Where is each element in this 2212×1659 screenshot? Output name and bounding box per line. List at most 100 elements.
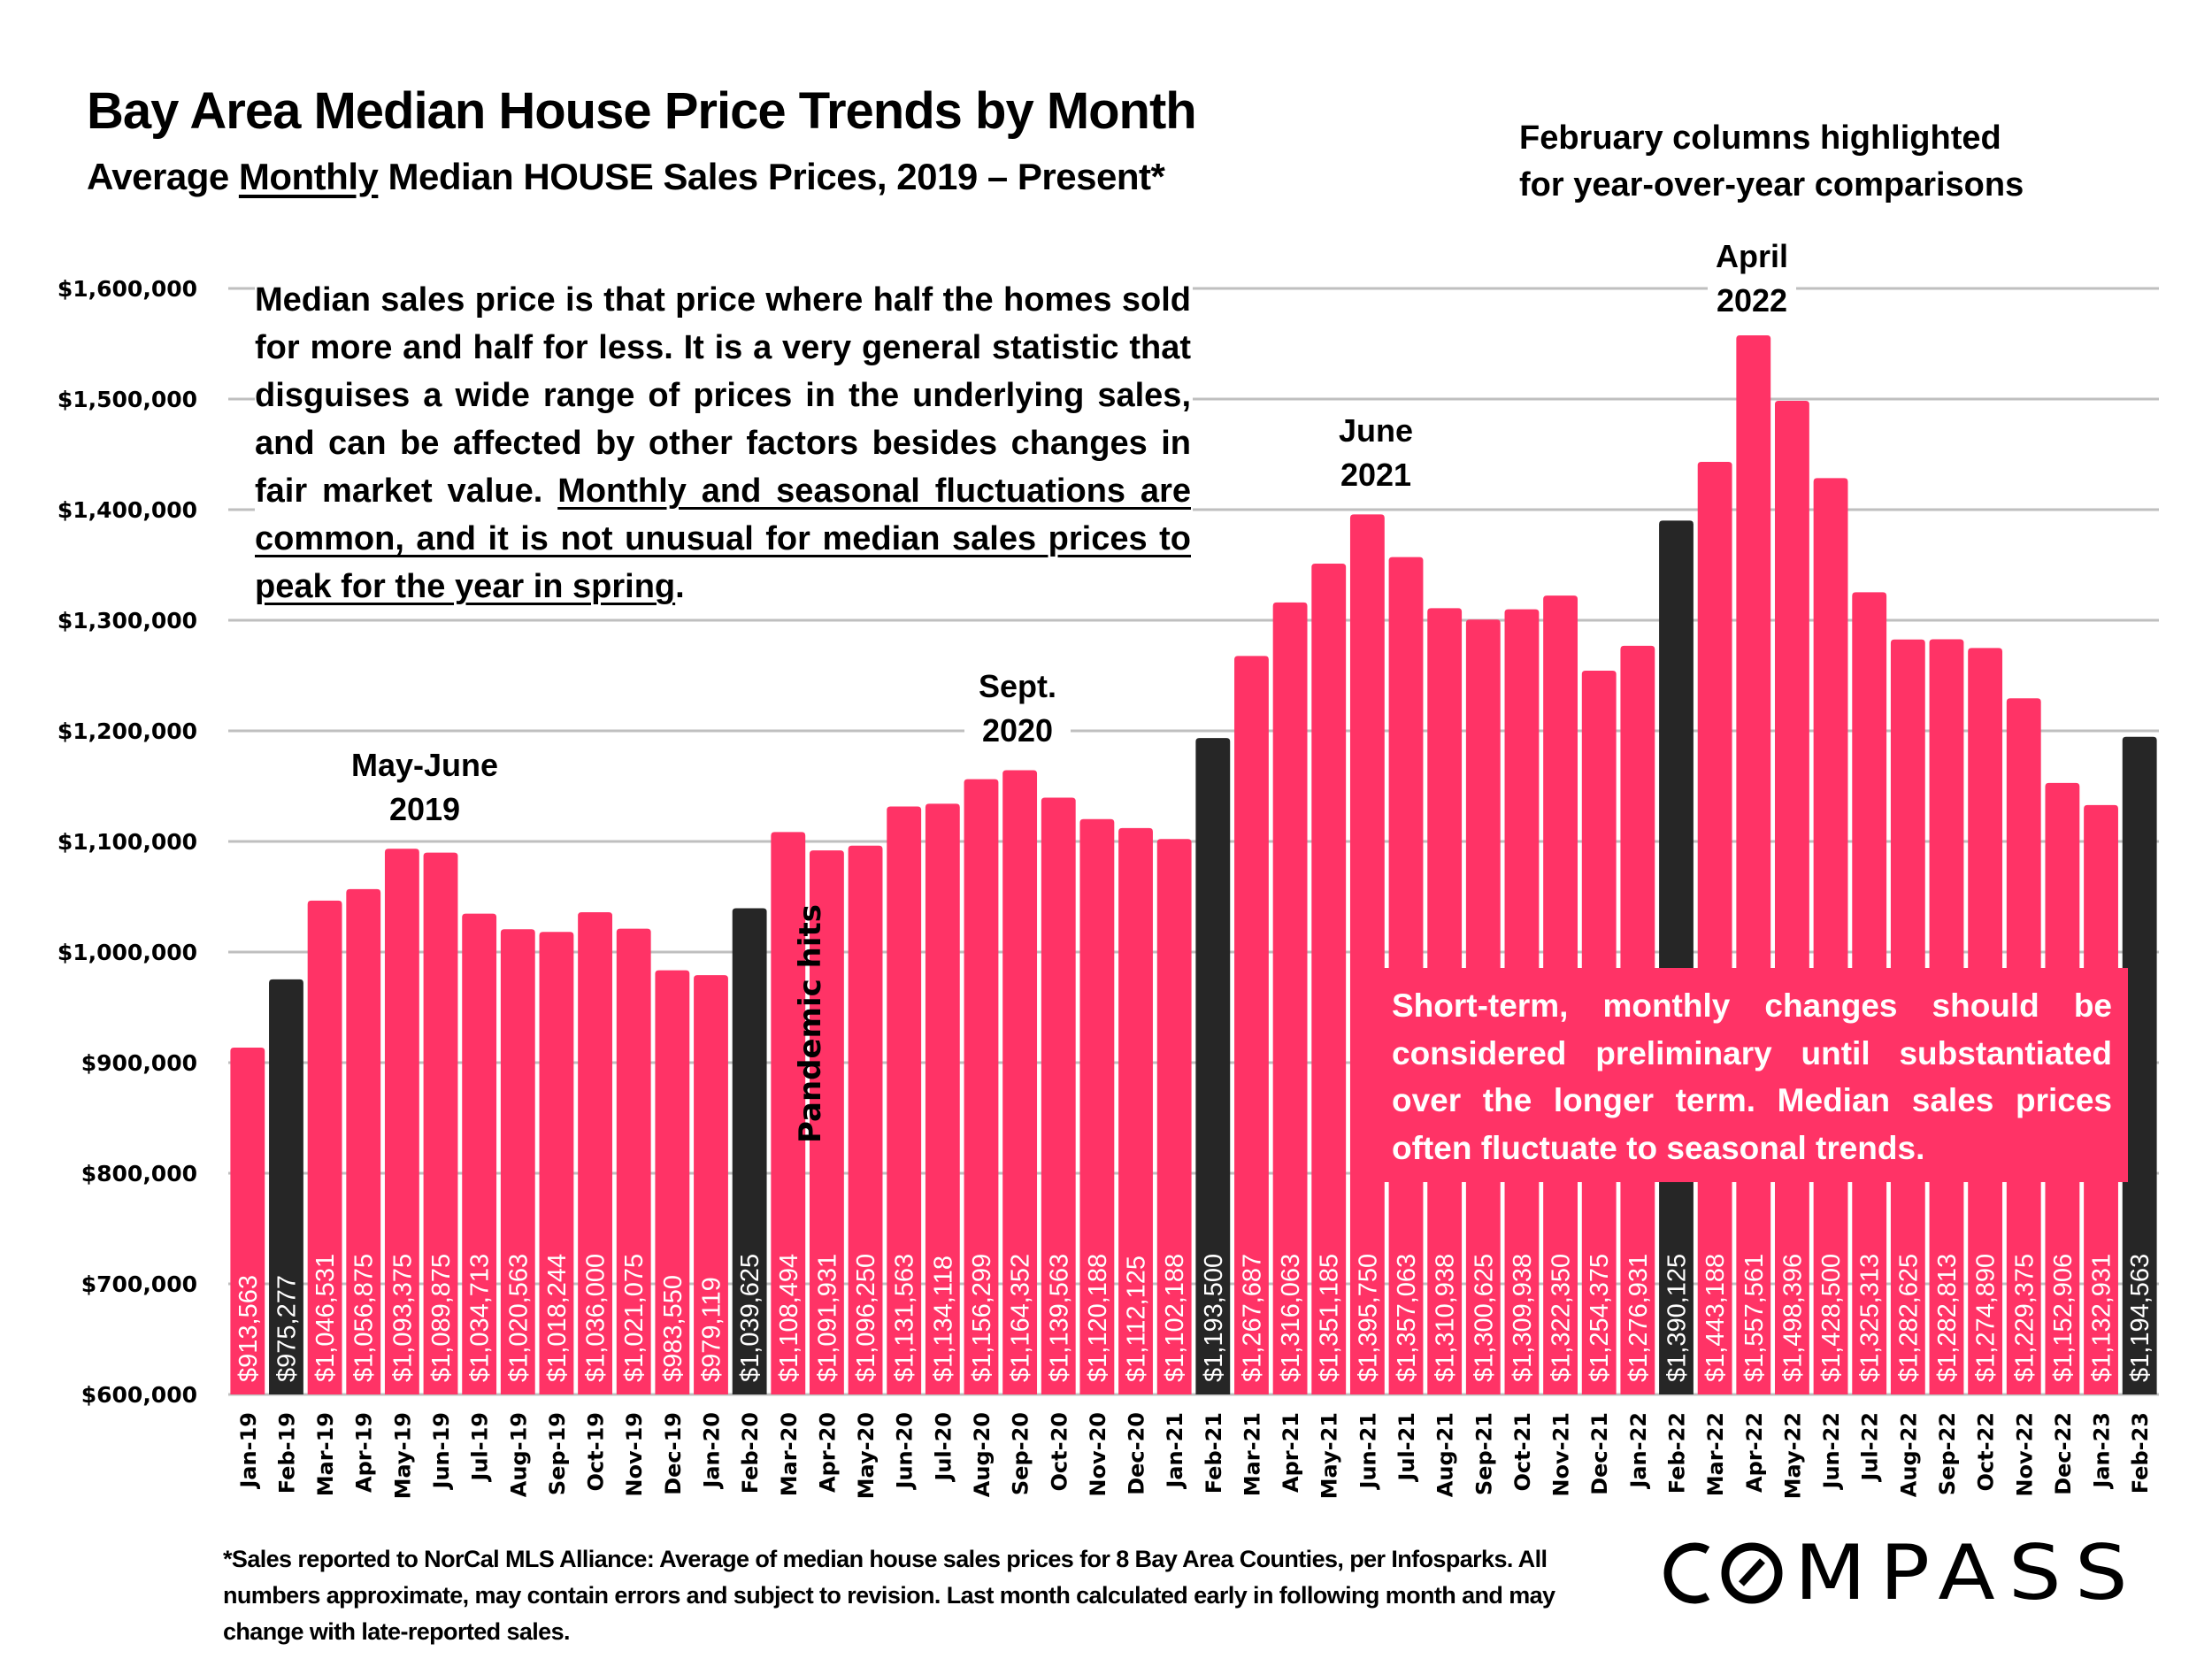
bar-february <box>269 979 303 1394</box>
x-tick-label: Feb-21 <box>1202 1412 1226 1494</box>
bar-value-labels: $913,563 $975,277 $1,046,531 $1,056,875 $1,0… <box>234 1254 2154 1382</box>
compass-logo: MPASS <box>1663 1541 2141 1605</box>
x-tick-label: Jan-23 <box>2090 1412 2115 1490</box>
bar-value-label: $1,093,375 <box>388 1254 417 1382</box>
bar <box>1079 818 1115 1394</box>
chart-title: Bay Area Median House Price Trends by Mo… <box>87 82 1197 140</box>
x-tick-label: Apr-20 <box>815 1412 840 1493</box>
annotation-line: 2022 <box>1716 282 1788 319</box>
bar <box>384 849 419 1394</box>
logo-letter-o <box>1721 1542 1783 1604</box>
x-tick-label: Oct-19 <box>584 1412 609 1491</box>
february-note-line-1: February columns highlighted <box>1519 119 2001 157</box>
annotation-april-2022: April 2022 <box>1708 234 1796 323</box>
annotation-pandemic-hits: Pandemic hits <box>793 904 828 1143</box>
bar-value-label: $1,021,075 <box>620 1254 649 1382</box>
x-tick-label: Jul-22 <box>1858 1412 1883 1483</box>
x-tick-label: May-22 <box>1780 1412 1805 1499</box>
bar <box>307 900 342 1394</box>
bar <box>1118 827 1153 1394</box>
x-tick-label: Jun-19 <box>429 1412 454 1490</box>
bar-february <box>1195 738 1231 1394</box>
x-tick-label: Apr-19 <box>352 1412 377 1493</box>
bar-value-label: $1,194,563 <box>2126 1254 2154 1382</box>
annotation-line: June <box>1338 412 1414 449</box>
x-tick-label: Apr-22 <box>1742 1412 1767 1493</box>
x-tick-label: Jun-22 <box>1819 1412 1844 1490</box>
x-tick-label: Oct-22 <box>1974 1412 1999 1491</box>
bar-value-label: $1,282,813 <box>1933 1254 1962 1382</box>
bar <box>616 928 651 1394</box>
bar-value-label: $1,390,125 <box>1663 1254 1692 1382</box>
bar-value-label: $983,550 <box>659 1275 687 1382</box>
chart-subtitle: Average Monthly Median HOUSE Sales Price… <box>87 156 1165 198</box>
bar <box>1041 797 1076 1394</box>
bar-value-label: $1,193,500 <box>1200 1254 1228 1382</box>
x-tick-label: Apr-21 <box>1279 1412 1303 1493</box>
bar-value-label: $1,276,931 <box>1624 1254 1653 1382</box>
bar-value-label: $1,152,906 <box>2049 1254 2078 1382</box>
x-tick-label: Aug-19 <box>506 1412 531 1497</box>
x-tick-label: Aug-22 <box>1896 1412 1921 1497</box>
annotation-line: Sept. <box>978 668 1056 704</box>
bar <box>694 975 728 1394</box>
x-tick-label: Dec-19 <box>661 1412 686 1495</box>
bar-value-label: $1,282,625 <box>1894 1254 1923 1382</box>
logo-needle <box>1739 1558 1765 1586</box>
bar <box>1775 401 1809 1394</box>
x-tick-label: Nov-20 <box>1086 1412 1110 1497</box>
bar-value-label: $1,102,188 <box>1161 1254 1189 1382</box>
explainer-text: Median sales price is that price where h… <box>255 281 1191 510</box>
bar-value-label: $1,498,396 <box>1778 1254 1807 1382</box>
bar-value-label: $975,277 <box>273 1275 301 1382</box>
x-tick-label: Mar-22 <box>1703 1412 1728 1496</box>
x-tick-label: Jan-20 <box>700 1412 725 1490</box>
bar <box>462 913 497 1394</box>
bar-value-label: $1,034,713 <box>466 1254 495 1382</box>
x-tick-label: Feb-23 <box>2128 1412 2153 1494</box>
bar-value-label: $1,036,000 <box>582 1254 611 1382</box>
annotation-line: April <box>1715 238 1788 274</box>
bar-value-label: $1,274,890 <box>1972 1254 2001 1382</box>
median-explainer-textbox: Median sales price is that price where h… <box>255 276 1193 616</box>
subtitle-suffix: Median HOUSE Sales Prices, 2019 – Presen… <box>378 156 1165 197</box>
y-tick-label: $1,100,000 <box>58 829 197 855</box>
y-tick-label: $1,500,000 <box>58 387 197 412</box>
bar <box>887 806 922 1394</box>
x-tick-label: Aug-20 <box>970 1412 995 1497</box>
explainer-underlined-text: Monthly and seasonal fluctuations are co… <box>255 472 1191 605</box>
x-tick-label: Dec-22 <box>2051 1412 2076 1495</box>
x-tick-label: Jul-20 <box>931 1412 956 1483</box>
short-term-caution-box: Short-term, monthly changes should be co… <box>1376 968 2128 1182</box>
bar-value-label: $1,039,625 <box>736 1254 764 1382</box>
subtitle-underlined: Monthly <box>238 156 379 197</box>
y-tick-label: $800,000 <box>81 1161 197 1187</box>
x-tick-label: Sep-21 <box>1471 1412 1496 1495</box>
bar <box>925 803 960 1394</box>
bar-value-label: $1,156,299 <box>968 1254 996 1382</box>
bar <box>1234 656 1269 1394</box>
bar <box>423 852 458 1394</box>
bar-value-label: $1,357,063 <box>1393 1254 1421 1382</box>
bar <box>655 970 690 1394</box>
x-tick-label: Feb-19 <box>274 1412 299 1494</box>
x-tick-label: Nov-21 <box>1549 1412 1574 1497</box>
logo-wordmark: MPASS <box>1794 1541 2141 1605</box>
bar-february <box>2122 736 2157 1394</box>
bar-value-label: $1,316,063 <box>1277 1254 1305 1382</box>
bar-value-label: $1,443,188 <box>1701 1254 1730 1382</box>
bar-value-label: $1,557,561 <box>1740 1254 1769 1382</box>
bar-value-label: $1,309,938 <box>1509 1254 1537 1382</box>
bar-value-label: $1,046,531 <box>311 1254 340 1382</box>
y-tick-label: $900,000 <box>81 1050 197 1076</box>
bar <box>1272 602 1308 1394</box>
bar-value-label: $979,119 <box>698 1277 726 1382</box>
annotation-line: 2019 <box>388 791 461 827</box>
bar-value-label: $1,020,563 <box>504 1254 533 1382</box>
x-tick-label: Sep-20 <box>1009 1412 1033 1495</box>
bar-value-label: $1,139,563 <box>1045 1254 1073 1382</box>
bar-value-label: $1,351,185 <box>1316 1254 1344 1382</box>
bar <box>578 912 612 1394</box>
x-tick-label: Jul-19 <box>468 1412 493 1483</box>
